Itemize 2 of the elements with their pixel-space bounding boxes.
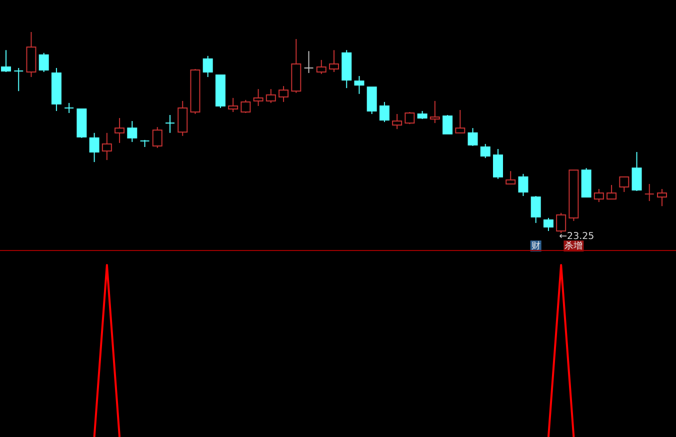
marker: 杀增 (564, 240, 584, 252)
annotation: ←23.25 (559, 231, 594, 242)
